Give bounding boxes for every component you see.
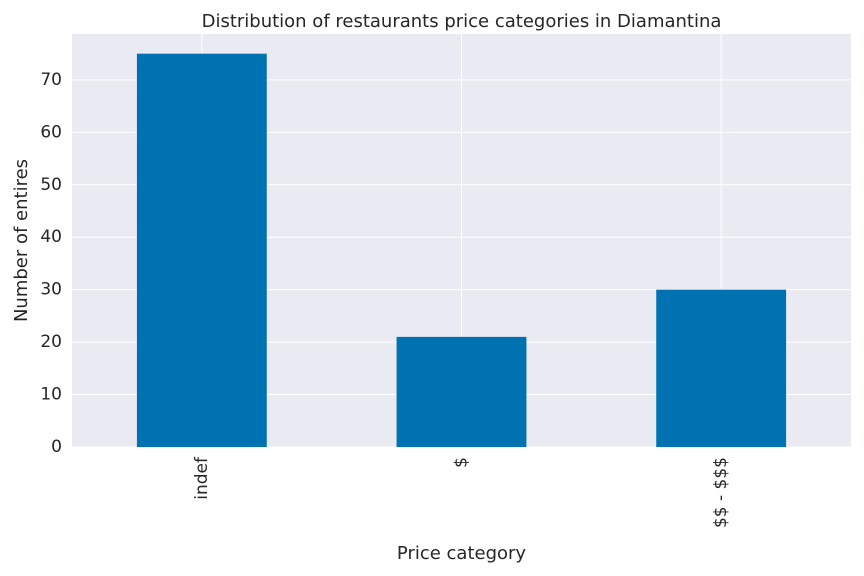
y-axis-label: Number of entires xyxy=(11,159,32,322)
x-axis-label: Price category xyxy=(397,543,527,564)
y-tick-label: 20 xyxy=(40,332,62,352)
x-axis-ticks: indef $ $$ - $$$ xyxy=(192,456,731,528)
y-tick-label: 40 xyxy=(40,227,62,247)
y-tick-label: 30 xyxy=(40,280,62,300)
bar-2 xyxy=(396,336,527,447)
y-tick-label: 0 xyxy=(51,437,62,457)
y-tick-label: 50 xyxy=(40,175,62,195)
x-tick-label: $ xyxy=(452,457,472,468)
y-tick-label: 70 xyxy=(40,70,62,90)
y-axis-ticks: 0 10 20 30 40 50 60 70 xyxy=(40,70,62,457)
chart-title: Distribution of restaurants price catego… xyxy=(202,11,722,32)
bar-1 xyxy=(136,53,267,448)
x-tick-label: indef xyxy=(192,456,212,500)
x-tick-label: $$ - $$$ xyxy=(711,457,731,528)
bar-3 xyxy=(656,289,787,447)
y-tick-label: 10 xyxy=(40,385,62,405)
y-tick-label: 60 xyxy=(40,122,62,142)
bars xyxy=(136,53,787,448)
